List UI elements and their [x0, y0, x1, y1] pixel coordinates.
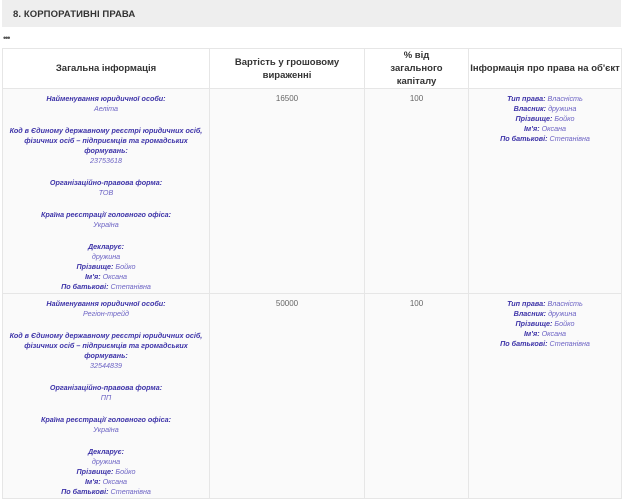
country-value: Україна [93, 425, 119, 434]
form-label: Організаційно-правова форма: [49, 383, 163, 392]
column-header-value: Вартість у грошовому вираженні [209, 48, 365, 89]
patronymic-value: Степанівна [549, 339, 590, 348]
owner-value: дружина [548, 104, 577, 113]
right_type-label: Тип права: [507, 94, 546, 103]
surname-value: Бойко [554, 114, 575, 123]
surname-label: Прізвище: [76, 467, 114, 476]
name-label: Найменування юридичної особи: [46, 299, 166, 308]
section-title: 8. КОРПОРАТИВНІ ПРАВА [13, 9, 136, 20]
table-header-row: Загальна інформація Вартість у грошовому… [2, 48, 622, 89]
code-value: 23753618 [90, 156, 122, 165]
firstname-value: Оксана [102, 272, 128, 281]
name-label: Найменування юридичної особи: [46, 94, 166, 103]
rights-info-cell: Тип права: Власність Власник: дружина Пріз… [468, 88, 622, 294]
right_type-label: Тип права: [507, 299, 546, 308]
patronymic-value: Степанівна [549, 134, 590, 143]
general-info-cell: Найменування юридичної особи: Регіон-трей… [2, 293, 210, 499]
surname-label: Прізвище: [515, 319, 553, 328]
firstname-label: Ім'я: [523, 329, 540, 338]
declarant-label: Декларує: [87, 447, 125, 456]
section-header: 8. КОРПОРАТИВНІ ПРАВА [2, 0, 621, 27]
firstname-label: Ім'я: [84, 477, 101, 486]
column-header-rights: Інформація про права на об'єкт [468, 48, 622, 89]
form-value: ТОВ [98, 188, 114, 197]
corporate-rights-table: Загальна інформація Вартість у грошовому… [2, 48, 622, 499]
country-label: Країна реєстрації головного офіса: [40, 415, 172, 424]
firstname-value: Оксана [541, 124, 567, 133]
declarant-value: дружина [91, 252, 121, 261]
patronymic-value: Степанівна [110, 487, 151, 496]
surname-label: Прізвище: [76, 262, 114, 271]
patronymic-label: По батькові: [500, 339, 548, 348]
percent-value: 100 [409, 299, 424, 308]
surname-label: Прізвище: [515, 114, 553, 123]
surname-value: Бойко [554, 319, 575, 328]
name-value: Аеліта [93, 104, 119, 113]
more-menu-button[interactable]: ••• [3, 33, 11, 43]
patronymic-label: По батькові: [61, 282, 109, 291]
right_type-value: Власність [547, 94, 583, 103]
form-value: ПП [100, 393, 112, 402]
rights-info-cell: Тип права: Власність Власник: дружина Пріз… [468, 293, 622, 499]
value-cell: 16500 [209, 88, 365, 294]
column-header-general: Загальна інформація [2, 48, 210, 89]
surname-value: Бойко [115, 262, 136, 271]
declarant-value: дружина [91, 457, 121, 466]
firstname-value: Оксана [541, 329, 567, 338]
monetary-value: 16500 [275, 94, 299, 103]
percent-cell: 100 [364, 293, 469, 499]
country-label: Країна реєстрації головного офіса: [40, 210, 172, 219]
code-label: Код в Єдиному державному реєстрі юридичн… [9, 126, 203, 155]
declarant-label: Декларує: [87, 242, 125, 251]
percent-cell: 100 [364, 88, 469, 294]
patronymic-label: По батькові: [500, 134, 548, 143]
form-label: Організаційно-правова форма: [49, 178, 163, 187]
table-row: Найменування юридичної особи: Регіон-трей… [2, 293, 622, 499]
owner-label: Власник: [513, 104, 547, 113]
percent-value: 100 [409, 94, 424, 103]
column-header-percent: % від загального капіталу [364, 48, 469, 89]
country-value: Україна [93, 220, 119, 229]
patronymic-label: По батькові: [61, 487, 109, 496]
firstname-label: Ім'я: [523, 124, 540, 133]
table-row: Найменування юридичної особи: Аеліта Код … [2, 88, 622, 294]
code-label: Код в Єдиному державному реєстрі юридичн… [9, 331, 203, 360]
surname-value: Бойко [115, 467, 136, 476]
firstname-label: Ім'я: [84, 272, 101, 281]
right_type-value: Власність [547, 299, 583, 308]
owner-value: дружина [548, 309, 577, 318]
general-info-cell: Найменування юридичної особи: Аеліта Код … [2, 88, 210, 294]
patronymic-value: Степанівна [110, 282, 151, 291]
code-value: 32544839 [90, 361, 122, 370]
owner-label: Власник: [513, 309, 547, 318]
monetary-value: 50000 [275, 299, 299, 308]
firstname-value: Оксана [102, 477, 128, 486]
name-value: Регіон-трейд [82, 309, 130, 318]
value-cell: 50000 [209, 293, 365, 499]
